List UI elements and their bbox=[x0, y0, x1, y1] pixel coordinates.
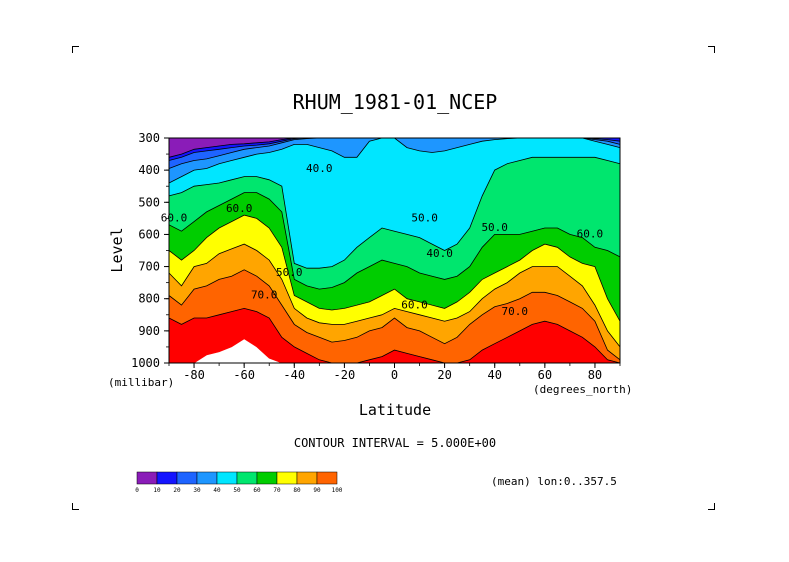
contour-value-label: 50.0 bbox=[276, 266, 303, 279]
x-tick-label: -20 bbox=[334, 368, 356, 382]
contour-interval-text: CONTOUR INTERVAL = 5.000E+00 bbox=[294, 436, 496, 450]
contour-line bbox=[168, 243, 621, 348]
chart-title: RHUM_1981-01_NCEP bbox=[293, 90, 498, 114]
corner-mark-bottom-left bbox=[72, 503, 79, 510]
x-axis-label: Latitude bbox=[359, 401, 431, 419]
corner-mark-top-right bbox=[708, 46, 715, 53]
colorbar-label: 70 bbox=[273, 487, 281, 494]
colorbar-swatch bbox=[296, 471, 318, 485]
colorbar-label: 50 bbox=[233, 487, 241, 494]
y-tick-label: 1000 bbox=[131, 356, 160, 370]
contour-value-label: 60.0 bbox=[401, 298, 428, 311]
plot-fills bbox=[168, 137, 621, 364]
contour-labels: 40.0 50.0 40.0 50.0 60.0 60.0 50.0 70.0 60.0 70.0… bbox=[161, 162, 603, 318]
contour-line bbox=[168, 214, 621, 322]
colorbar-swatch bbox=[176, 471, 198, 485]
colorbar-label: 80 bbox=[293, 487, 301, 494]
contour-value-label: 50.0 bbox=[481, 221, 508, 234]
contour-line bbox=[168, 269, 621, 361]
corner-mark-top-left bbox=[72, 46, 79, 53]
x-tick-label: 60 bbox=[538, 368, 552, 382]
x-tick-label: -80 bbox=[183, 368, 205, 382]
contour-value-label: 60.0 bbox=[577, 228, 604, 241]
y-tick-label: 300 bbox=[138, 131, 160, 145]
colorbar-label: 10 bbox=[153, 487, 161, 494]
y-axis-ticks: 300 400 500 600 700 800 900 1000 bbox=[131, 131, 169, 370]
colorbar-label: 40 bbox=[213, 487, 221, 494]
colorbar-swatch bbox=[216, 471, 238, 485]
contour-value-label: 70.0 bbox=[251, 289, 278, 302]
contour-value-label: 60.0 bbox=[161, 212, 188, 225]
y-axis-label: Level bbox=[108, 227, 126, 272]
colorbar-swatch bbox=[196, 471, 218, 485]
contour-value-label: 50.0 bbox=[411, 212, 438, 225]
x-unit-label: (degrees_north) bbox=[533, 383, 632, 396]
contour-line bbox=[168, 192, 621, 290]
y-tick-label: 800 bbox=[138, 292, 160, 306]
y-tick-label: 700 bbox=[138, 260, 160, 274]
y-tick-label: 900 bbox=[138, 324, 160, 338]
contour-value-label: 40.0 bbox=[426, 247, 453, 260]
colorbar-swatch bbox=[256, 471, 278, 485]
colorbar-label: 90 bbox=[313, 487, 321, 494]
x-axis-ticks: -80 -60 -40 -20 0 20 40 60 80 bbox=[168, 363, 621, 382]
contour-value-label: 70.0 bbox=[502, 305, 529, 318]
contour-value-label: 60.0 bbox=[226, 202, 253, 215]
y-tick-label: 400 bbox=[138, 163, 160, 177]
colorbar-label: 60 bbox=[253, 487, 261, 494]
colorbar-label: 0 bbox=[135, 487, 139, 494]
x-tick-label: 0 bbox=[391, 368, 398, 382]
colorbar-swatch bbox=[236, 471, 258, 485]
x-tick-label: 80 bbox=[588, 368, 602, 382]
colorbar-label: 30 bbox=[193, 487, 201, 494]
y-unit-label: (millibar) bbox=[108, 376, 174, 389]
contour-line bbox=[168, 307, 621, 364]
corner-mark-bottom-right bbox=[708, 503, 715, 510]
x-tick-label: -40 bbox=[283, 368, 305, 382]
x-tick-label: -60 bbox=[233, 368, 255, 382]
colorbar-swatch bbox=[316, 471, 338, 485]
colorbar-swatch bbox=[276, 471, 298, 485]
x-tick-label: 40 bbox=[487, 368, 501, 382]
colorbar-label: 100 bbox=[332, 487, 343, 494]
colorbar-label: 20 bbox=[173, 487, 181, 494]
colorbar-swatch bbox=[156, 471, 178, 485]
colorbar: 0 10 20 30 40 50 60 70 80 90 100 bbox=[135, 471, 343, 494]
y-tick-label: 500 bbox=[138, 195, 160, 209]
colorbar-swatch bbox=[136, 471, 158, 485]
contour-line bbox=[168, 156, 621, 269]
x-tick-label: 20 bbox=[437, 368, 451, 382]
subset-text: (mean) lon:0..357.5 bbox=[491, 475, 617, 488]
y-tick-label: 600 bbox=[138, 227, 160, 241]
contour-value-label: 40.0 bbox=[306, 162, 333, 175]
